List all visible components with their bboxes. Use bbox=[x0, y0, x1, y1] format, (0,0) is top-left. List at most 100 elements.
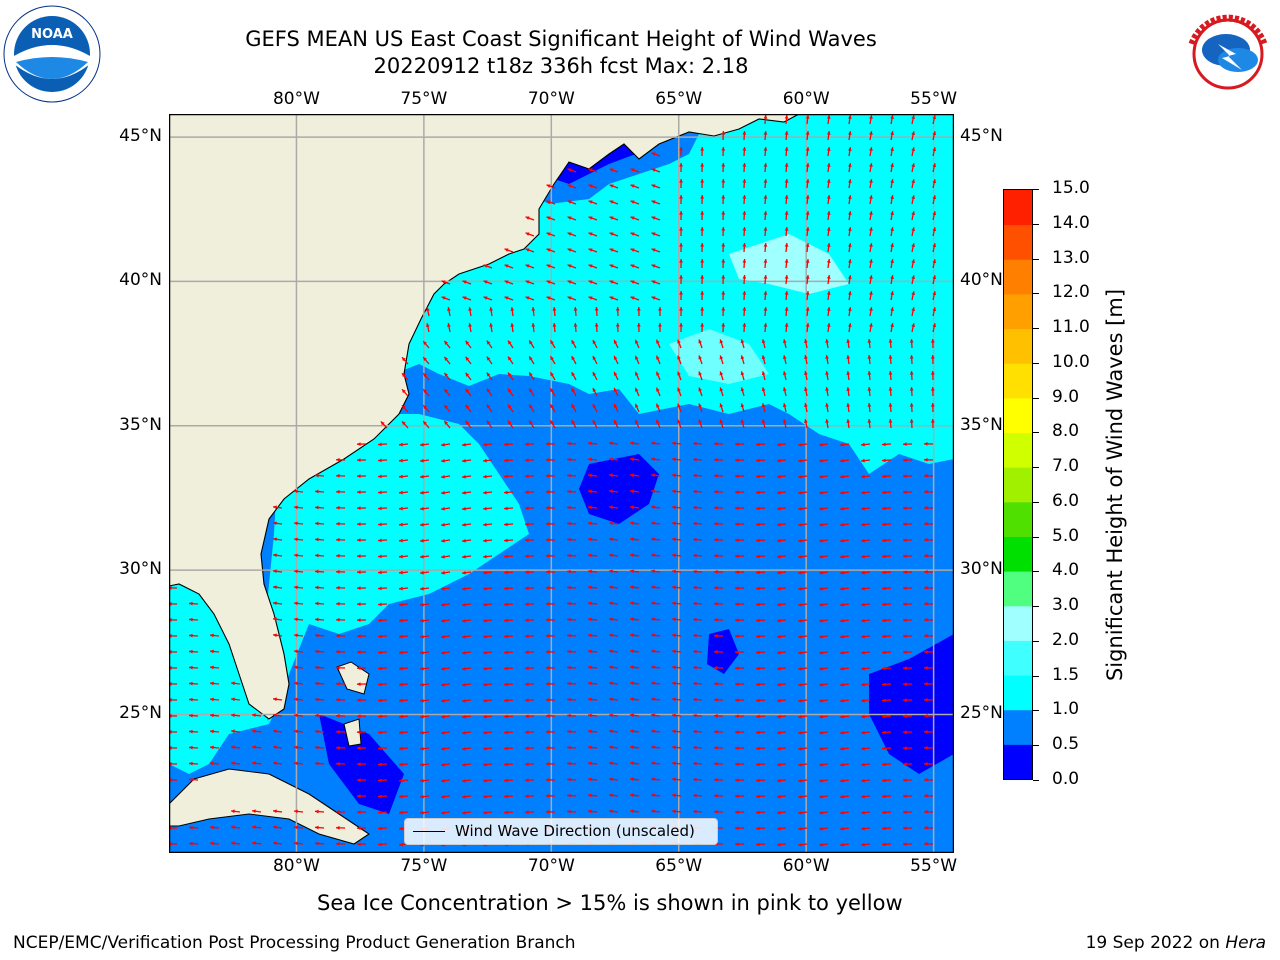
land-bahamas-2 bbox=[343, 718, 362, 747]
wind-arrow-head bbox=[805, 131, 810, 135]
wind-arrow-head bbox=[867, 371, 872, 375]
wind-arrow-head bbox=[357, 602, 361, 607]
colorbar-swatch bbox=[1004, 328, 1032, 364]
wind-arrow-head bbox=[861, 570, 865, 575]
wind-arrow-head bbox=[630, 489, 634, 494]
wind-arrow-head bbox=[714, 633, 718, 638]
wind-arrow-head bbox=[924, 617, 928, 622]
wind-arrow-head bbox=[525, 216, 530, 220]
wind-arrow-head bbox=[890, 243, 894, 247]
wind-arrow-head bbox=[867, 403, 872, 407]
wind-arrow-head bbox=[294, 489, 298, 494]
wind-arrow-head bbox=[742, 243, 747, 247]
wind-arrow-head bbox=[700, 147, 705, 151]
wind-arrow-head bbox=[508, 388, 512, 393]
wind-arrow-head bbox=[210, 681, 214, 686]
colorbar-swatch bbox=[1004, 501, 1032, 537]
wave-region-lightcyan-2 bbox=[669, 329, 769, 384]
wind-arrow-head bbox=[826, 147, 831, 151]
wind-arrow-head bbox=[847, 163, 852, 167]
wind-arrow-head bbox=[903, 714, 907, 719]
wind-arrow-head bbox=[804, 387, 808, 391]
wind-arrow-head bbox=[546, 184, 551, 188]
wind-arrow-head bbox=[630, 697, 634, 702]
wind-arrow-head bbox=[630, 521, 634, 526]
lon-label-bottom: 60°W bbox=[782, 856, 830, 876]
wind-arrow-head bbox=[909, 339, 914, 343]
wind-arrow-head bbox=[462, 442, 466, 447]
wind-arrow-head bbox=[423, 405, 427, 410]
wind-arrows bbox=[169, 114, 937, 847]
wind-arrow-head bbox=[462, 570, 466, 575]
wind-arrow-head bbox=[784, 163, 789, 167]
wind-arrow-head bbox=[399, 474, 403, 479]
colorbar-swatch bbox=[1004, 744, 1032, 779]
colorbar-tick-label: 1.0 bbox=[1052, 699, 1080, 720]
wind-arrow-head bbox=[798, 682, 802, 687]
wind-arrow-head bbox=[420, 474, 424, 479]
wind-arrow-head bbox=[924, 633, 928, 638]
wind-arrow-head bbox=[504, 794, 508, 799]
wind-arrow-head bbox=[399, 442, 403, 447]
wind-arrow-head bbox=[378, 650, 382, 655]
wind-arrow-head bbox=[672, 505, 676, 510]
wind-arrow-head bbox=[672, 601, 676, 606]
wind-arrow-head bbox=[826, 211, 831, 215]
colorbar-swatch bbox=[1004, 397, 1032, 434]
wind-arrow-head bbox=[700, 323, 705, 327]
wind-arrow-head bbox=[742, 163, 747, 167]
wind-arrow-head bbox=[357, 826, 361, 831]
wind-arrow-head bbox=[504, 746, 508, 751]
wind-arrow-head bbox=[890, 195, 894, 199]
wind-arrow-head bbox=[847, 131, 852, 135]
wind-arrow-head bbox=[550, 388, 554, 393]
wind-arrow-head bbox=[462, 280, 467, 284]
wind-arrow-head bbox=[861, 506, 865, 511]
wind-arrow-head bbox=[231, 713, 235, 718]
wind-arrow-head bbox=[613, 355, 618, 360]
wind-arrow-head bbox=[735, 570, 739, 575]
wind-arrow-head bbox=[483, 586, 487, 591]
wind-arrow-head bbox=[336, 729, 340, 734]
wind-arrow-head bbox=[826, 275, 831, 279]
wind-arrow-head bbox=[273, 601, 277, 606]
wind-arrow-head bbox=[861, 522, 865, 527]
wind-arrow-head bbox=[890, 147, 894, 151]
wind-arrow-head bbox=[462, 490, 466, 495]
wind-arrow-head bbox=[441, 746, 445, 751]
wind-arrow-head bbox=[777, 810, 781, 815]
wind-arrow-head bbox=[882, 826, 886, 831]
graticule bbox=[169, 114, 954, 853]
wind-arrow-head bbox=[462, 746, 466, 751]
wind-arrow-head bbox=[826, 323, 831, 327]
wind-arrow-head bbox=[510, 307, 515, 311]
map-legend: Wind Wave Direction (unscaled) bbox=[404, 818, 718, 845]
wind-arrow-head bbox=[677, 339, 681, 344]
wind-arrow-head bbox=[420, 490, 424, 495]
wind-arrow-head bbox=[882, 506, 886, 511]
wind-arrow-head bbox=[546, 601, 550, 606]
wind-arrow-head bbox=[615, 323, 620, 327]
wind-arrow-head bbox=[679, 291, 683, 295]
wind-arrow-head bbox=[613, 419, 618, 424]
wind-arrow-head bbox=[546, 793, 550, 798]
wind-arrow-head bbox=[169, 617, 172, 622]
wind-arrow-head bbox=[210, 713, 214, 718]
wind-arrow-head bbox=[231, 809, 235, 814]
wind-arrow-head bbox=[399, 698, 403, 703]
wind-arrow-head bbox=[679, 147, 683, 151]
wind-arrow-head bbox=[571, 420, 576, 425]
wind-arrow-head bbox=[909, 387, 914, 391]
wind-arrow-head bbox=[911, 211, 916, 216]
wind-arrow-head bbox=[169, 841, 172, 846]
wind-arrow-head bbox=[735, 506, 739, 511]
wind-arrow-head bbox=[861, 458, 865, 463]
colorbar-tick-mark bbox=[1033, 571, 1039, 573]
wind-arrow-head bbox=[189, 777, 193, 782]
wind-arrow-head bbox=[890, 163, 894, 167]
wind-arrow-head bbox=[861, 746, 865, 751]
wind-arrow-head bbox=[504, 810, 508, 815]
wind-arrow-head bbox=[903, 810, 907, 815]
wind-arrow-head bbox=[609, 569, 613, 574]
wind-arrow-head bbox=[630, 296, 635, 300]
